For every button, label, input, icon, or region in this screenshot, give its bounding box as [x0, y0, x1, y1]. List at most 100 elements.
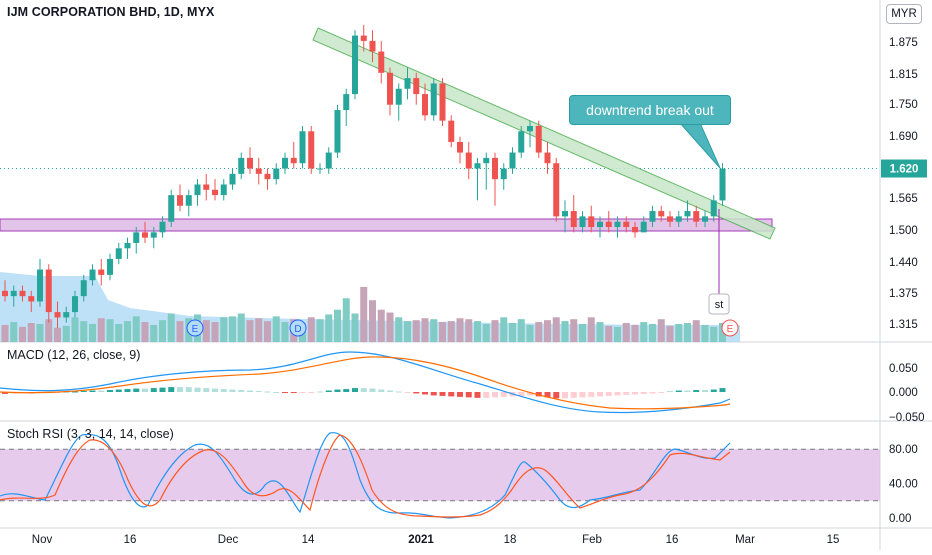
macd-histogram-bar	[684, 390, 691, 392]
signal-line	[0, 356, 731, 410]
macd-histogram-bar	[483, 392, 490, 398]
macd-histogram-bar	[177, 387, 183, 392]
macd-histogram-bar	[553, 392, 560, 399]
macd-histogram-bar	[413, 392, 420, 394]
volume-bar	[80, 321, 88, 342]
price-axis-label: 1.500	[889, 225, 918, 237]
volume-bar	[325, 314, 333, 342]
candle-body	[255, 168, 262, 174]
candle-body	[465, 152, 472, 169]
volume-bar	[202, 320, 210, 342]
candle-body	[553, 163, 560, 217]
macd-histogram-bar	[317, 391, 323, 393]
macd-histogram-bar	[658, 392, 665, 393]
support-zone	[0, 218, 773, 232]
volume-bar	[307, 317, 315, 342]
macd-histogram-bar	[404, 392, 411, 393]
earnings-marker-circle	[186, 319, 204, 337]
time-axis-label: 16	[666, 534, 679, 546]
candle-body	[500, 168, 507, 180]
volume-bar	[587, 317, 595, 342]
volume-bar	[27, 323, 35, 342]
macd-indicator-label[interactable]: MACD (12, 26, close, 9)	[7, 348, 141, 362]
candle-body	[623, 221, 630, 228]
candle-body	[719, 168, 726, 201]
volume-bar	[605, 325, 613, 342]
macd-histogram-bar	[133, 388, 140, 392]
macd-histogram-bar	[387, 390, 393, 392]
candle-body	[693, 211, 700, 222]
volume-bar	[412, 320, 420, 342]
currency-selector[interactable]: MYR	[886, 4, 922, 24]
macd-histogram-bar	[282, 392, 288, 393]
macd-histogram-bar	[448, 392, 455, 397]
candle-body	[492, 157, 498, 180]
volume-bar	[596, 322, 604, 342]
candle-body	[45, 269, 52, 313]
candle-body	[150, 232, 157, 238]
candle-body	[422, 94, 428, 116]
stoch-rsi-indicator-label[interactable]: Stoch RSI (3, 3, 14, 14, close)	[7, 427, 174, 441]
candle-body	[597, 221, 603, 228]
volume-bar	[640, 322, 648, 342]
macd-histogram-bar	[457, 392, 463, 397]
volume-bar	[657, 319, 665, 342]
candle-body	[282, 157, 288, 169]
macd-histogram-bar	[535, 392, 542, 397]
volume-bar	[45, 319, 53, 342]
candles	[2, 24, 726, 329]
volume-bar	[430, 319, 438, 342]
candle-body	[640, 221, 647, 233]
macd-histogram-bar	[395, 391, 402, 393]
macd-histogram-bar	[430, 392, 437, 396]
macd-histogram-bar	[185, 387, 192, 392]
candle-body	[483, 157, 490, 164]
macd-axis-label: 0.000	[889, 387, 918, 399]
volume-bar	[36, 323, 44, 342]
volume-bar	[106, 319, 114, 342]
candle-body	[19, 290, 26, 297]
candle-body	[238, 157, 245, 174]
callout-pointer	[678, 122, 721, 169]
macd-line	[0, 351, 731, 414]
candle-body	[448, 120, 455, 142]
candle-body	[710, 200, 717, 217]
volume-bar	[701, 324, 709, 342]
macd-histogram-bar	[238, 390, 245, 392]
candle-body	[325, 152, 332, 169]
macd-histogram-bar	[518, 392, 525, 396]
price-axis-label: 1.565	[889, 193, 918, 205]
macd-histogram-bar	[675, 390, 682, 392]
split-marker-box	[708, 293, 730, 315]
volume-bar	[684, 323, 691, 342]
macd-histogram-bar	[667, 391, 673, 393]
macd-histogram-bar	[194, 387, 201, 392]
macd-histogram-bar	[63, 392, 70, 393]
candle-body	[684, 211, 691, 217]
macd-histogram-bar	[640, 392, 647, 394]
macd-histogram-bar	[597, 392, 603, 397]
volume-bar	[360, 286, 368, 342]
candle-body	[10, 290, 17, 297]
candle-body	[37, 269, 43, 302]
time-axis-label: Nov	[32, 534, 53, 546]
volume-bar	[500, 317, 508, 342]
candle-body	[63, 312, 70, 318]
volume-bar	[666, 325, 674, 342]
earnings-marker-circle	[721, 319, 739, 337]
volume-bar	[10, 322, 18, 342]
earnings-marker-label: E	[727, 324, 734, 335]
volume-bar	[386, 312, 394, 342]
candle-body	[290, 157, 297, 164]
time-axis-label: 16	[124, 534, 137, 546]
volume-bar	[141, 322, 149, 342]
candle-body	[115, 248, 122, 259]
candle-body	[28, 296, 35, 302]
volume-bar	[377, 309, 385, 342]
callout-annotation[interactable]: downtrend break out	[569, 95, 731, 125]
candle-body	[273, 168, 280, 180]
macd-histogram-bar	[343, 389, 350, 392]
downtrend-channel	[312, 27, 776, 240]
volume-bar	[62, 325, 70, 342]
